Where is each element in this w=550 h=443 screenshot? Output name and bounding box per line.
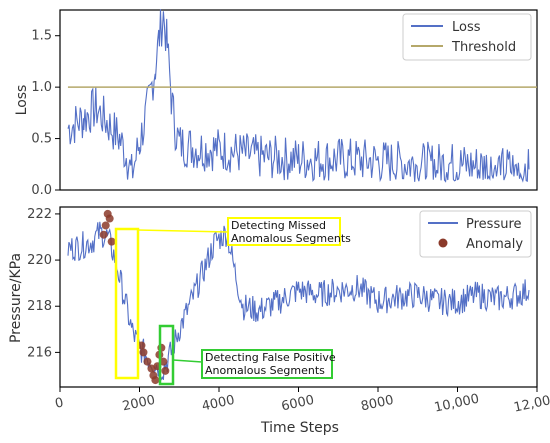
missed-segment-box bbox=[114, 227, 140, 380]
missed-annotation-box bbox=[227, 217, 341, 246]
loss-ytick-label-2: 1.0 bbox=[31, 80, 52, 95]
missed-callout-line bbox=[137, 229, 229, 233]
pressure-xtick-label-5: 10,000 bbox=[433, 392, 481, 416]
pressure-ylabel: Pressure/KPa bbox=[8, 253, 24, 343]
loss-ytick-label-3: 1.5 bbox=[31, 29, 52, 44]
pressure-xtick-label-4: 8000 bbox=[360, 393, 395, 415]
false-positive-segment-box bbox=[158, 324, 175, 386]
anomaly-point-3 bbox=[105, 214, 114, 223]
pressure-panel: Pressure/KPa Time Steps 216 218 220 222 0 20… bbox=[8, 206, 550, 436]
anomaly-point-13 bbox=[157, 343, 166, 352]
pressure-xtick-label-0: 0 bbox=[54, 395, 65, 411]
loss-y-ticks: 0.0 0.5 1.0 1.5 bbox=[31, 29, 60, 198]
pressure-xtick-label-2: 4000 bbox=[201, 393, 236, 415]
anomaly-point-0 bbox=[99, 230, 108, 239]
pressure-ytick-label-1: 218 bbox=[27, 299, 52, 314]
pressure-xtick-label-6: 12,000 bbox=[512, 392, 550, 416]
false-positive-annotation-line2: Anomalous Segments bbox=[205, 364, 325, 377]
loss-ytick-label-1: 0.5 bbox=[31, 132, 52, 147]
legend-anomaly-label: Anomaly bbox=[466, 237, 523, 252]
anomaly-point-4 bbox=[107, 237, 116, 246]
loss-legend: Loss Threshold bbox=[402, 13, 532, 61]
legend-pressure-label: Pressure bbox=[466, 217, 522, 232]
anomaly-point-6 bbox=[139, 348, 148, 357]
pressure-ytick-label-3: 222 bbox=[27, 207, 52, 222]
pressure-xtick-label-3: 6000 bbox=[280, 393, 315, 415]
anomaly-point-14 bbox=[159, 357, 168, 366]
false-positive-callout-line bbox=[172, 359, 203, 363]
missed-annotation-line1: Detecting Missed bbox=[231, 219, 326, 232]
legend-loss-label: Loss bbox=[452, 20, 481, 35]
loss-line bbox=[67, 9, 530, 183]
pressure-x-ticks: 0 2000 4000 6000 8000 10,000 12,000 bbox=[54, 387, 550, 416]
anomaly-point-15 bbox=[161, 366, 170, 375]
loss-ylabel: Loss bbox=[14, 85, 30, 116]
pressure-ytick-label-0: 216 bbox=[27, 345, 52, 360]
missed-annotation-line2: Anomalous Segments bbox=[231, 232, 351, 245]
loss-plot-frame bbox=[59, 9, 538, 191]
pressure-legend: Pressure Anomaly bbox=[419, 210, 532, 258]
pressure-ytick-label-2: 220 bbox=[27, 253, 52, 268]
pressure-xtick-label-1: 2000 bbox=[121, 393, 156, 415]
loss-ytick-label-0: 0.0 bbox=[31, 183, 52, 198]
false-positive-annotation-box bbox=[201, 349, 333, 379]
anomaly-point-1 bbox=[101, 221, 110, 230]
pressure-xlabel: Time Steps bbox=[260, 420, 339, 436]
legend-threshold-label: Threshold bbox=[451, 40, 516, 55]
false-positive-annotation-line1: Detecting False Positive bbox=[205, 351, 336, 364]
anomaly-point-5 bbox=[137, 341, 146, 350]
pressure-y-ticks: 216 218 220 222 bbox=[27, 207, 60, 360]
loss-panel: Loss 0.0 0.5 1.0 1.5 Loss Threshold bbox=[14, 9, 538, 198]
anomaly-point-7 bbox=[143, 357, 152, 366]
anomaly-point-10 bbox=[151, 376, 160, 385]
legend-anomaly-swatch bbox=[438, 238, 448, 248]
loss-series-group bbox=[67, 9, 537, 183]
